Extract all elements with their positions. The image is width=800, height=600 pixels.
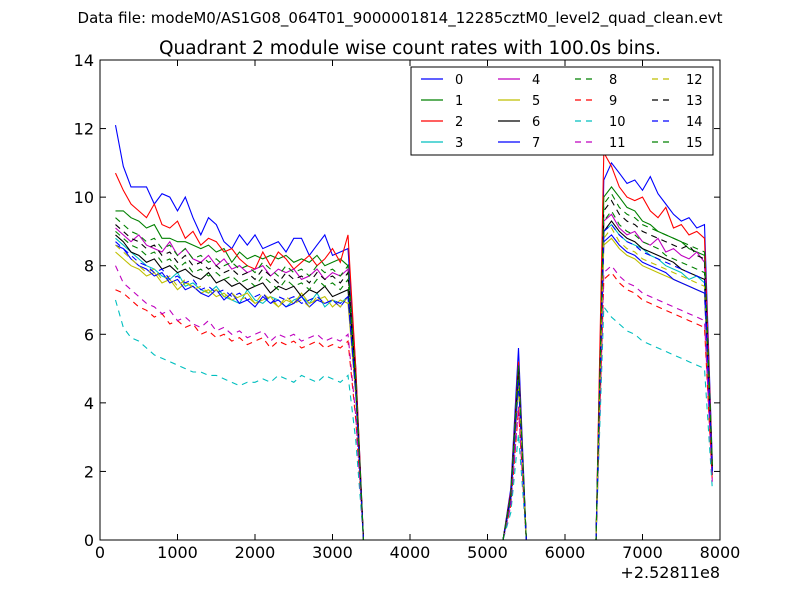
x-offset-label: +2.52811e8 xyxy=(620,563,720,582)
x-tick-label: 8000 xyxy=(700,543,741,562)
legend-label: 5 xyxy=(532,94,540,109)
chart-title: Quadrant 2 module wise count rates with … xyxy=(159,38,661,59)
legend-label: 12 xyxy=(686,73,703,88)
series-line-10 xyxy=(114,299,713,541)
series-line-2 xyxy=(114,150,713,541)
y-tick-label: 8 xyxy=(84,257,94,276)
x-tick-label: 7000 xyxy=(622,543,663,562)
series-line-12 xyxy=(115,226,713,541)
x-tick-label: 4000 xyxy=(390,543,431,562)
legend-label: 8 xyxy=(609,73,617,88)
series-line-3 xyxy=(115,223,713,541)
series-line-8 xyxy=(115,209,713,541)
legend-label: 3 xyxy=(455,136,463,151)
legend-label: 11 xyxy=(609,136,626,151)
series-line-6 xyxy=(115,220,713,541)
series-line-11 xyxy=(114,264,713,541)
y-tick-label: 6 xyxy=(84,325,94,344)
legend-label: 0 xyxy=(455,73,463,88)
series-line-1 xyxy=(115,185,713,541)
legend-label: 4 xyxy=(532,73,540,88)
legend-label: 9 xyxy=(609,94,617,109)
legend-label: 6 xyxy=(532,115,540,130)
x-tick-label: 2000 xyxy=(235,543,276,562)
series-line-4 xyxy=(115,213,713,541)
y-tick-label: 12 xyxy=(74,120,94,139)
series-line-9 xyxy=(115,271,713,541)
x-tick-label: 5000 xyxy=(467,543,508,562)
legend-label: 15 xyxy=(686,136,703,151)
series-line-5 xyxy=(115,237,713,541)
x-tick-label: 6000 xyxy=(545,543,586,562)
legend-label: 10 xyxy=(609,115,626,130)
y-tick-label: 2 xyxy=(84,462,94,481)
series-line-15 xyxy=(115,192,713,541)
x-tick-label: 0 xyxy=(95,543,105,562)
x-tick-label: 1000 xyxy=(157,543,198,562)
axis-ticks: 0 1000 2000 3000 4000 5000 6000 7000 80000246810… xyxy=(74,51,741,562)
y-tick-label: 4 xyxy=(84,394,94,413)
legend-label: 2 xyxy=(455,115,463,130)
legend-label: 7 xyxy=(532,136,540,151)
legend-label: 13 xyxy=(686,94,703,109)
series-line-7 xyxy=(115,234,713,541)
y-tick-label: 10 xyxy=(74,188,94,207)
plot-lines xyxy=(114,124,713,541)
legend-label: 1 xyxy=(455,94,463,109)
legend-box xyxy=(410,66,714,156)
x-tick-label: 3000 xyxy=(312,543,353,562)
y-tick-label: 14 xyxy=(74,51,94,70)
legend-label: 14 xyxy=(686,115,703,130)
suptitle: Data file: modeM0/AS1G08_064T01_90000018… xyxy=(77,9,723,27)
series-line-14 xyxy=(115,223,713,541)
y-tick-label: 0 xyxy=(84,531,94,550)
